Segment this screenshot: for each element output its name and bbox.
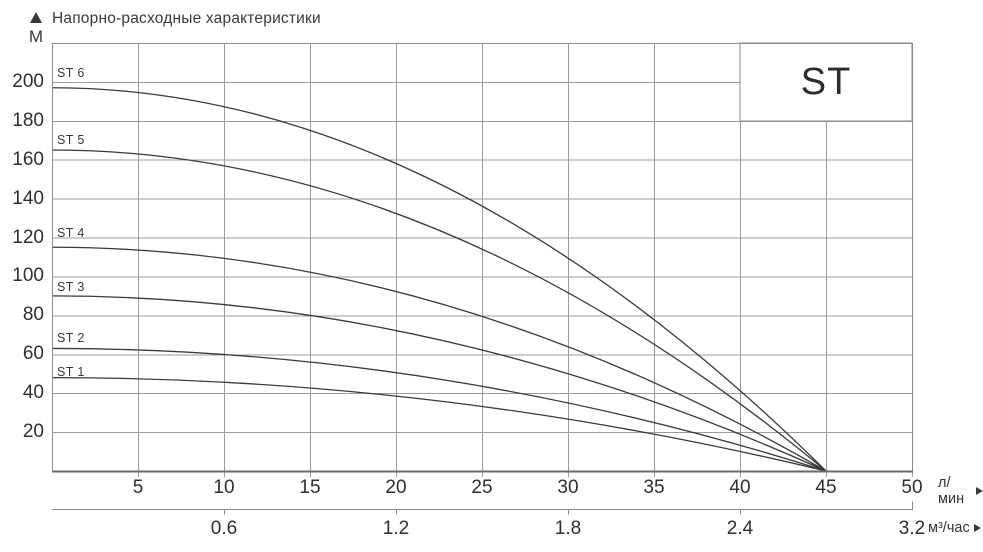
curve-label-st2: ST 2 — [57, 331, 85, 345]
series-family-label: ST — [800, 61, 852, 103]
y-tick-180: 180 — [12, 110, 44, 131]
curve-label-st6: ST 6 — [57, 66, 85, 80]
pump-curve-st-4 — [51, 246, 827, 472]
x-tick-15: 15 — [299, 477, 321, 498]
y-tick-160: 160 — [12, 149, 44, 170]
x-axis-unit-text: л/мин — [938, 475, 965, 507]
y-axis-arrow-icon — [30, 12, 42, 23]
y-tick-20: 20 — [22, 421, 44, 442]
legend-box — [739, 42, 913, 122]
x2-axis-unit: м³/час — [928, 520, 981, 536]
x-axis-unit: л/мин — [938, 475, 983, 507]
y-tick-60: 60 — [22, 343, 44, 364]
x-tick-10: 10 — [213, 477, 235, 498]
pump-curve-st-1 — [51, 376, 827, 472]
pump-curve-st-6 — [51, 87, 827, 472]
x2-axis-unit-text: м³/час — [928, 520, 970, 536]
curve-label-st3: ST 3 — [57, 280, 85, 294]
y-tick-140: 140 — [12, 188, 44, 209]
x2-tick-2.4: 2.4 — [726, 518, 754, 539]
pump-curve-st-3 — [51, 295, 827, 472]
x-tick-50: 50 — [901, 477, 923, 498]
curve-label-st4: ST 4 — [57, 226, 85, 240]
x-tick-30: 30 — [557, 477, 579, 498]
x-tick-45: 45 — [815, 477, 837, 498]
pump-curve-st-5 — [51, 149, 827, 472]
x2-tick-3.2: 3.2 — [898, 518, 926, 539]
y-tick-100: 100 — [12, 265, 44, 286]
x2-tick-1.8: 1.8 — [554, 518, 582, 539]
x-tick-25: 25 — [471, 477, 493, 498]
pump-curve-st-2 — [51, 347, 827, 472]
curve-label-st5: ST 5 — [57, 133, 85, 147]
x-tick-5: 5 — [132, 477, 144, 498]
chart-title: Напорно-расходные характеристики — [52, 10, 321, 27]
x2-tick-0.6: 0.6 — [210, 518, 238, 539]
x-tick-35: 35 — [643, 477, 665, 498]
y-tick-40: 40 — [22, 382, 44, 403]
y-tick-80: 80 — [22, 304, 44, 325]
y-axis-unit: М — [28, 27, 44, 46]
x-tick-20: 20 — [385, 477, 407, 498]
y-tick-200: 200 — [12, 71, 44, 92]
curve-label-st1: ST 1 — [57, 365, 85, 379]
x2-axis-arrow-icon — [973, 524, 981, 532]
x2-tick-1.2: 1.2 — [382, 518, 410, 539]
x-axis-arrow-icon — [976, 487, 983, 495]
y-tick-120: 120 — [12, 227, 44, 248]
x-tick-40: 40 — [729, 477, 751, 498]
